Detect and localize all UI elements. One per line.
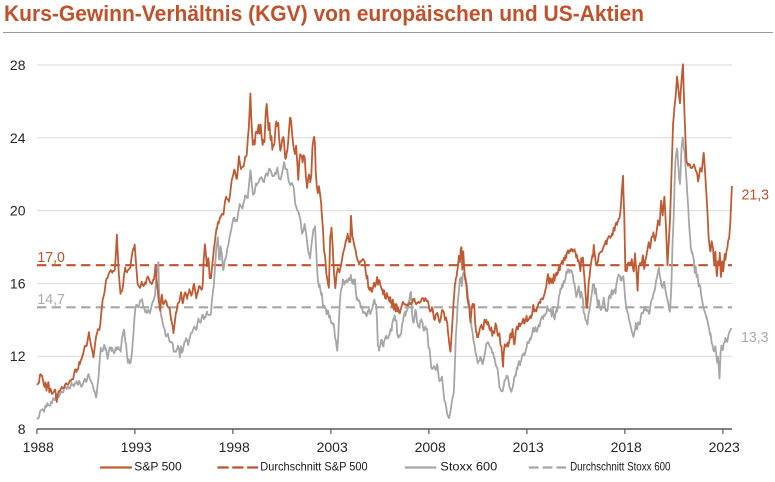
svg-text:12: 12 — [10, 348, 26, 364]
svg-text:28: 28 — [10, 57, 26, 73]
svg-text:1993: 1993 — [121, 439, 152, 455]
svg-text:14,7: 14,7 — [37, 291, 65, 308]
svg-text:21,3: 21,3 — [742, 187, 770, 204]
svg-text:Kurs-Gewinn-Verhältnis (KGV) v: Kurs-Gewinn-Verhältnis (KGV) von europäi… — [4, 1, 644, 26]
svg-text:Stoxx 600: Stoxx 600 — [440, 460, 497, 474]
svg-text:8: 8 — [18, 421, 26, 437]
svg-text:1998: 1998 — [219, 439, 250, 455]
svg-text:2018: 2018 — [611, 439, 642, 455]
svg-text:17,0: 17,0 — [37, 249, 65, 266]
svg-text:20: 20 — [10, 203, 26, 219]
svg-text:1988: 1988 — [23, 439, 54, 455]
svg-text:Durchschnitt S&P 500: Durchschnitt S&P 500 — [260, 460, 368, 474]
svg-text:2013: 2013 — [513, 439, 544, 455]
svg-text:2023: 2023 — [709, 439, 740, 455]
svg-text:2003: 2003 — [317, 439, 348, 455]
svg-text:16: 16 — [10, 275, 26, 291]
svg-text:S&P 500: S&P 500 — [134, 460, 182, 474]
svg-text:2008: 2008 — [415, 439, 446, 455]
svg-text:Durchschnitt Stoxx 600: Durchschnitt Stoxx 600 — [570, 460, 671, 474]
svg-text:13,3: 13,3 — [741, 329, 769, 346]
svg-text:24: 24 — [10, 130, 26, 146]
